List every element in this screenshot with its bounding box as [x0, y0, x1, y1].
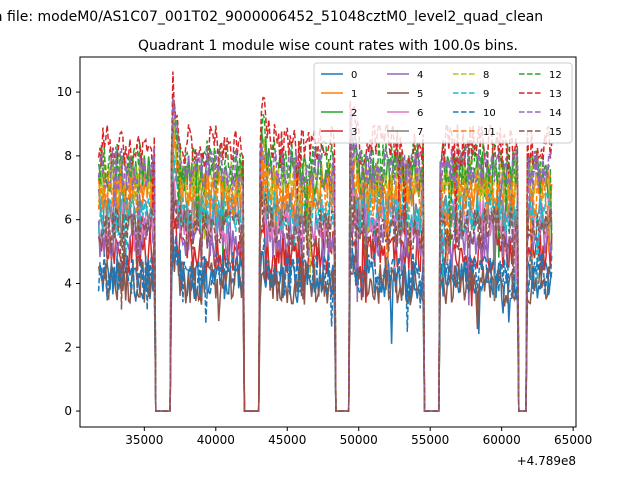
legend-label-6: 6: [417, 108, 423, 119]
legend-label-3: 3: [351, 127, 357, 138]
x-offset-text: +4.789e8: [517, 454, 576, 468]
legend-label-14: 14: [549, 108, 562, 119]
y-tick-label: 8: [64, 149, 72, 163]
series-7-line: [97, 144, 553, 412]
legend-label-10: 10: [483, 108, 496, 119]
figure-suptitle: a file: modeM0/AS1C07_001T02_9000006452_…: [0, 9, 543, 25]
legend-label-1: 1: [351, 89, 357, 100]
legend-label-0: 0: [351, 70, 357, 81]
legend-label-2: 2: [351, 108, 357, 119]
x-tick-label: 35000: [125, 433, 163, 447]
series-5-line: [97, 243, 553, 412]
axes-frame: [79, 56, 577, 428]
legend-label-8: 8: [483, 70, 489, 81]
y-tick-label: 0: [64, 404, 72, 418]
plot-area: [97, 71, 553, 412]
legend-label-13: 13: [549, 89, 562, 100]
series-9-line: [97, 155, 553, 412]
legend-label-9: 9: [483, 89, 489, 100]
x-tick-label: 55000: [411, 433, 449, 447]
x-tick-label: 50000: [340, 433, 378, 447]
y-tick-label: 4: [64, 276, 72, 290]
x-tick-label: 40000: [197, 433, 235, 447]
series-14-line: [97, 97, 553, 412]
series-11-line: [97, 133, 553, 412]
axes-ticks: 35000 40000 45000 50000 55000 60000 65000 0 2 4 6 8…: [57, 85, 593, 447]
legend-label-4: 4: [417, 70, 423, 81]
series-10-line: [97, 229, 553, 412]
legend-label-5: 5: [417, 89, 423, 100]
legend-label-15: 15: [549, 127, 562, 138]
legend-box: [313, 62, 573, 144]
x-tick-label: 60000: [483, 433, 521, 447]
legend-label-7: 7: [417, 127, 423, 138]
x-tick-label: 45000: [268, 433, 306, 447]
legend-label-11: 11: [483, 127, 496, 138]
y-tick-label: 6: [64, 213, 72, 227]
legend-label-12: 12: [549, 70, 562, 81]
x-tick-label: 65000: [554, 433, 592, 447]
series-15-line: [97, 180, 553, 412]
y-tick-label: 2: [64, 340, 72, 354]
y-tick-label: 10: [57, 85, 72, 99]
chart-title: Quadrant 1 module wise count rates with …: [138, 38, 518, 54]
series-2-line: [97, 117, 553, 412]
